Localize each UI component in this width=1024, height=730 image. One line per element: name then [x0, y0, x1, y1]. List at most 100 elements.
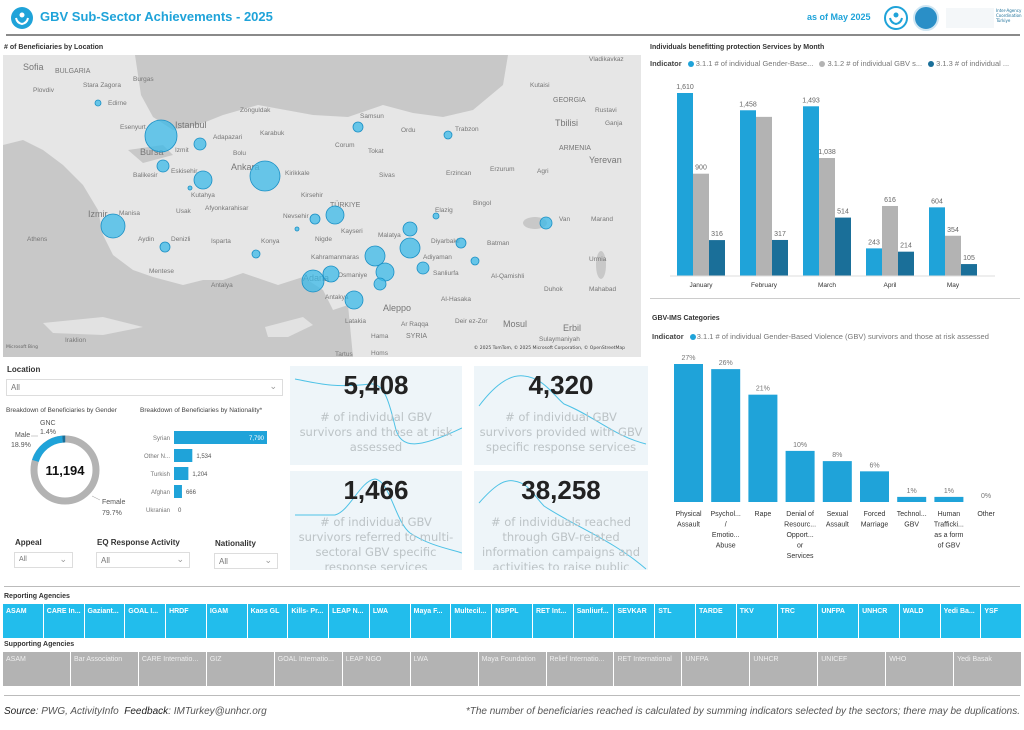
donut-slice-gnc[interactable] [30, 435, 100, 505]
bar[interactable] [740, 110, 756, 276]
bar[interactable] [803, 106, 819, 276]
location-bubble[interactable] [373, 277, 387, 291]
location-dropdown[interactable]: All ⌄ [6, 379, 283, 396]
location-bubble[interactable] [344, 290, 364, 310]
agency-tile[interactable]: UNFPA [682, 652, 750, 686]
location-bubble[interactable] [249, 160, 281, 192]
agency-tile[interactable]: WHO [886, 652, 954, 686]
agency-tile[interactable]: LEAP N... [329, 604, 369, 638]
feedback-email[interactable]: : IMTurkey@unhcr.org [168, 706, 267, 717]
location-bubble[interactable] [325, 205, 345, 225]
location-bubble[interactable] [94, 99, 102, 107]
bar[interactable] [174, 431, 267, 444]
agency-tile[interactable]: ASAM [3, 652, 70, 686]
agency-tile[interactable]: LWA [410, 652, 478, 686]
bar[interactable] [835, 217, 851, 276]
bar[interactable] [174, 449, 193, 462]
agency-tile[interactable]: Gaziant... [84, 604, 125, 638]
bar[interactable] [934, 496, 964, 502]
location-bubble[interactable] [193, 170, 213, 190]
agency-tile[interactable]: GIZ [206, 652, 274, 686]
location-bubble[interactable] [100, 213, 126, 239]
bar[interactable] [174, 467, 189, 480]
legend-item[interactable]: 3.1.1 # of individual Gender-Base... [695, 59, 814, 68]
agency-tile[interactable]: CARE Internatio... [138, 652, 206, 686]
agency-tile[interactable]: Kills- Pr... [288, 604, 329, 638]
agency-tile[interactable]: RET Int... [532, 604, 573, 638]
location-bubble[interactable] [251, 249, 261, 259]
appeal-dropdown[interactable]: All ⌄ [14, 552, 73, 568]
agency-tile[interactable]: TKV [736, 604, 777, 638]
eq-dropdown[interactable]: All ⌄ [96, 552, 190, 568]
agency-tile[interactable]: Kaos GL [247, 604, 288, 638]
agency-tile[interactable]: Multecil... [451, 604, 492, 638]
agency-tile[interactable]: Relief Internatio... [546, 652, 614, 686]
agency-tile[interactable]: Maya F... [410, 604, 451, 638]
agency-tile[interactable]: TRC [777, 604, 818, 638]
agency-tile[interactable]: UNICEF [818, 652, 886, 686]
location-bubble[interactable] [399, 237, 421, 259]
bar[interactable] [785, 450, 815, 502]
bar[interactable] [898, 251, 914, 276]
agency-tile[interactable]: UNHCR [750, 652, 818, 686]
location-bubble[interactable] [470, 256, 480, 266]
nationality-bar-chart[interactable]: Syrian 7,790 Other N... 1,534 Turkish 1,204 Af… [130, 428, 285, 523]
agency-tile[interactable]: YSF [981, 604, 1022, 638]
agency-tile[interactable]: ASAM [3, 604, 43, 638]
location-bubble[interactable] [159, 241, 171, 253]
location-bubble[interactable] [301, 269, 325, 293]
bar[interactable] [945, 235, 961, 276]
agency-tile[interactable]: Maya Foundation [478, 652, 546, 686]
bar[interactable] [693, 173, 709, 276]
agency-tile[interactable]: UNHCR [859, 604, 899, 638]
location-bubble[interactable] [364, 245, 386, 267]
agency-tile[interactable]: STL [655, 604, 696, 638]
location-bubble[interactable] [443, 130, 453, 140]
bar[interactable] [174, 485, 182, 498]
agency-tile[interactable]: Sanliurf... [573, 604, 614, 638]
agency-tile[interactable]: RET International [614, 652, 682, 686]
gender-donut[interactable]: 11,194 GNC 1.4% Male 18.9% Female 79.7% [0, 418, 130, 523]
agency-tile[interactable]: SEVKAR [614, 604, 655, 638]
agency-tile[interactable]: GOAL I... [125, 604, 166, 638]
bar[interactable] [772, 239, 788, 276]
agency-tile[interactable]: UNFPA [818, 604, 859, 638]
location-bubble[interactable] [144, 119, 178, 153]
monthly-bar-chart[interactable]: 1,610 900 316 January 1,458 317 February 1,493 1… [650, 72, 1022, 297]
agency-tile[interactable]: LEAP NGO [342, 652, 410, 686]
location-bubble[interactable] [322, 265, 340, 283]
location-bubble[interactable] [294, 226, 300, 232]
location-bubble[interactable] [402, 221, 418, 237]
legend-item[interactable]: 3.1.3 # of individual ... [936, 59, 1010, 68]
location-bubble[interactable] [187, 185, 193, 191]
location-bubble[interactable] [416, 261, 430, 275]
legend-item[interactable]: 3.1.2 # of individual GBV s... [827, 59, 923, 68]
bar[interactable] [756, 116, 772, 276]
location-bubble[interactable] [193, 137, 207, 151]
location-bubble[interactable] [432, 212, 440, 220]
agency-tile[interactable]: HRDF [166, 604, 206, 638]
map-attribution[interactable]: © 2025 TomTom, © 2025 Microsoft Corporat… [473, 346, 625, 351]
agency-tile[interactable]: TARDE [696, 604, 736, 638]
agency-tile[interactable]: CARE In... [43, 604, 84, 638]
bar[interactable] [677, 93, 693, 276]
bar[interactable] [748, 394, 778, 502]
bar[interactable] [711, 369, 741, 502]
agency-tile[interactable]: GOAL Internatio... [274, 652, 342, 686]
bar[interactable] [897, 496, 927, 502]
bar[interactable] [929, 207, 945, 276]
bar[interactable] [866, 248, 882, 276]
nationality-dropdown[interactable]: All ⌄ [214, 553, 278, 569]
location-bubble[interactable] [309, 213, 321, 225]
location-bubble[interactable] [156, 159, 170, 173]
bar[interactable] [860, 471, 889, 502]
location-bubble[interactable] [352, 121, 364, 133]
agency-tile[interactable]: Bar Association [70, 652, 138, 686]
agency-tile[interactable]: WALD [899, 604, 940, 638]
bar[interactable] [961, 264, 977, 276]
bar[interactable] [819, 158, 835, 276]
bar[interactable] [822, 461, 852, 502]
agency-tile[interactable]: Yedi Ba... [940, 604, 981, 638]
legend-item[interactable]: 3.1.1 # of individual Gender-Based Viole… [696, 332, 989, 341]
ims-bar-chart[interactable]: 27% Physical Assault 26% Psychol... / Emotio..… [650, 345, 1022, 570]
